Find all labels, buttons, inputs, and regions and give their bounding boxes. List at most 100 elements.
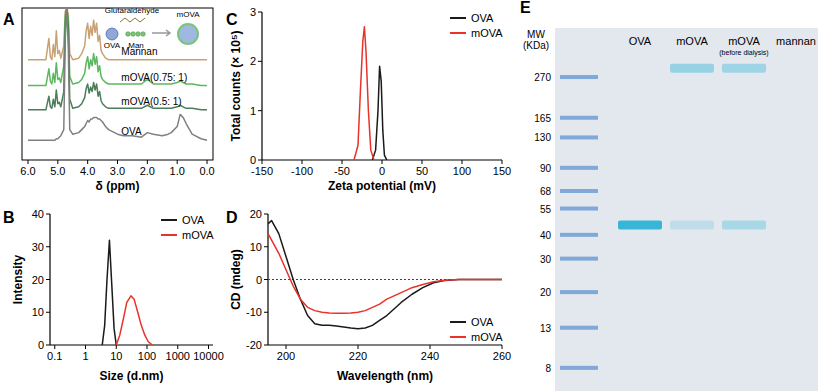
- x-axis-label: Wavelength (nm): [337, 369, 433, 383]
- x-axis-label: Zeta potential (mV): [328, 179, 436, 193]
- panel-letter: D: [226, 209, 238, 226]
- ladder-band: [560, 75, 598, 79]
- x-tick-label: 0: [379, 165, 385, 177]
- y-tick-label: 13: [540, 323, 552, 334]
- x-tick: [207, 160, 208, 164]
- ova-icon: [106, 28, 118, 40]
- x-tick-label: 10: [110, 350, 122, 362]
- x-tick: [147, 345, 148, 349]
- legend-swatch: [450, 321, 466, 323]
- y-tick-label: 270: [534, 72, 551, 83]
- series-label: mOVA(0.75: 1): [121, 72, 187, 83]
- y-tick-label: 0: [38, 339, 44, 351]
- x-tick: [27, 160, 28, 164]
- inset-label: OVA: [104, 41, 121, 50]
- x-tick: [85, 345, 86, 349]
- ladder-band: [560, 189, 598, 193]
- y-tick-label: -20: [246, 339, 262, 351]
- ladder-band: [560, 207, 598, 211]
- legend-label: OVA: [471, 12, 494, 24]
- series-line: [28, 8, 207, 110]
- gel-band: [722, 221, 766, 230]
- y-tick-label: 90: [540, 163, 552, 174]
- panel-2: C-150-100-500501001500123Zeta potential …: [226, 6, 511, 193]
- series-line: [372, 66, 386, 160]
- y-tick-label: 68: [540, 186, 552, 197]
- legend-swatch: [450, 17, 466, 19]
- y-tick: [264, 279, 268, 280]
- x-tick-label: 100: [453, 165, 471, 177]
- plot-area: [268, 221, 502, 329]
- y-tick: [46, 214, 50, 215]
- panel-letter: C: [226, 11, 238, 28]
- x-tick: [382, 160, 383, 164]
- plot-area: [354, 27, 387, 160]
- y-tick-label: 2: [250, 55, 256, 67]
- y-tick-label: 10: [32, 306, 44, 318]
- y-tick-label: 20: [540, 287, 552, 298]
- x-axis-label: δ (ppm): [96, 179, 140, 193]
- inset-label: mOVA: [177, 10, 201, 19]
- x-tick: [262, 160, 263, 164]
- ladder-band: [560, 166, 598, 170]
- x-tick-label: 3.0: [110, 165, 125, 177]
- x-tick-label: -100: [291, 165, 313, 177]
- y-tick-label: 130: [534, 132, 551, 143]
- x-tick-label: 2.0: [140, 165, 155, 177]
- series-label: OVA: [121, 126, 142, 137]
- y-tick-label: 40: [32, 208, 44, 220]
- glutaraldehyde-icon: [120, 18, 145, 22]
- y-tick-label: 20: [32, 274, 44, 286]
- man-icon: [126, 32, 131, 37]
- legend-swatch: [450, 336, 466, 338]
- y-tick-label: 1: [250, 105, 256, 117]
- y-axis-label: Intensity: [11, 255, 25, 305]
- x-tick: [208, 345, 209, 349]
- x-axis: [268, 344, 502, 345]
- x-tick: [422, 160, 423, 164]
- x-tick: [502, 345, 503, 349]
- panel-letter: A: [3, 11, 15, 28]
- x-tick-label: 6.0: [20, 165, 35, 177]
- man-icon: [131, 32, 136, 37]
- y-tick: [46, 312, 50, 313]
- x-tick-label: 260: [493, 350, 511, 362]
- x-tick-label: 1: [82, 350, 88, 362]
- x-tick: [116, 345, 117, 349]
- x-tick: [302, 160, 303, 164]
- x-tick-label: 150: [493, 165, 511, 177]
- x-tick: [462, 160, 463, 164]
- y-tick: [258, 12, 262, 13]
- gel-band: [670, 221, 714, 230]
- series-line: [268, 234, 502, 314]
- x-tick: [147, 160, 148, 164]
- x-tick: [177, 345, 178, 349]
- x-tick: [54, 345, 55, 349]
- y-tick-label: 3: [250, 6, 256, 18]
- y-axis-label: MW: [527, 29, 545, 40]
- x-tick: [430, 345, 431, 349]
- arrow: [152, 30, 170, 36]
- y-tick: [46, 345, 50, 346]
- series-line: [102, 240, 116, 345]
- inset-label: Glutaraldehyde: [105, 6, 160, 15]
- legend-label: mOVA: [471, 331, 503, 343]
- legend-swatch: [161, 219, 177, 221]
- y-tick-label: 30: [540, 254, 552, 265]
- series-line: [28, 8, 207, 60]
- legend-label: mOVA: [182, 229, 214, 241]
- ladder-band: [560, 290, 598, 294]
- plot-frame: [22, 8, 213, 160]
- panel-letter: E: [520, 0, 531, 16]
- lane-label: mannan: [776, 35, 816, 47]
- y-tick-label: 165: [534, 113, 551, 124]
- panel-0: A6.05.04.03.02.01.00.0δ (ppm)MannanmOVA(…: [3, 6, 215, 193]
- x-tick-label: 10000: [193, 350, 224, 362]
- x-tick: [57, 160, 58, 164]
- panel-1: B0.1110100100010000010203040Size (d.nm)I…: [3, 208, 224, 383]
- lane-label: OVA: [629, 35, 652, 47]
- x-tick-label: 0.0: [199, 165, 214, 177]
- y-tick: [258, 61, 262, 62]
- y-tick-label: 30: [32, 241, 44, 253]
- y-tick-label: 10: [250, 241, 262, 253]
